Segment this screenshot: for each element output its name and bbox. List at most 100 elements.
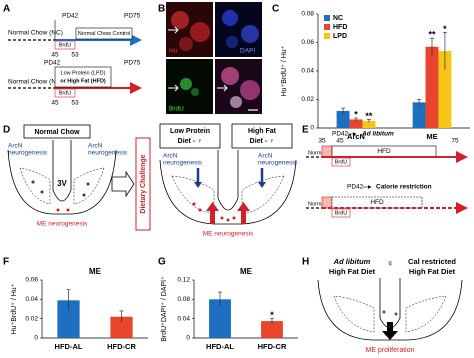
significance: * — [354, 109, 358, 119]
y-tick-label: 0.08 — [177, 296, 190, 303]
y-tick-label: 0 — [34, 335, 38, 342]
pd-label: PD75 — [124, 60, 141, 67]
cell — [241, 25, 259, 43]
cell-dot — [31, 180, 35, 184]
cell-dot — [86, 182, 90, 186]
cell-dot — [220, 216, 224, 220]
brdu-label: BrdU — [59, 42, 72, 48]
chart-title: ME — [240, 267, 253, 276]
diet-box-label: Normal Chow Control — [78, 31, 131, 37]
period-box — [321, 145, 333, 158]
cell — [171, 11, 189, 29]
cell-dot — [192, 202, 196, 206]
arrow — [168, 26, 179, 34]
y-tick-label: 0.02 — [301, 96, 314, 103]
bar — [349, 119, 363, 128]
day-label: 45 — [51, 52, 59, 59]
arcn-region — [241, 175, 285, 215]
day-label: 35 — [318, 138, 326, 145]
condition-label: Diet - ♀ — [178, 138, 203, 145]
regimen-label: Calorie restriction — [376, 184, 432, 191]
decrease-arrow — [258, 182, 266, 188]
x-tick-label: HFD-AL — [206, 342, 234, 351]
panel-label: B — [158, 4, 165, 15]
condition-label: Ad libitum — [333, 257, 371, 266]
period-box — [321, 196, 333, 209]
cell-dot — [40, 190, 44, 194]
brdu-box — [54, 40, 76, 50]
cell-dot — [56, 208, 60, 212]
pd-label: PD42 — [347, 184, 364, 191]
cell — [240, 80, 260, 100]
pd-label: PD42 — [44, 60, 61, 67]
cell-dot — [226, 218, 230, 222]
arrow — [217, 84, 228, 92]
arcn-region — [19, 167, 51, 205]
y-tick-label: 0 — [186, 335, 190, 342]
arcn-region — [73, 167, 105, 205]
brdu-box — [331, 208, 351, 218]
panel-label: E — [302, 125, 309, 136]
diet-box — [75, 27, 133, 40]
legend-swatch — [324, 24, 330, 30]
panel-label: D — [3, 125, 10, 136]
region-label: neurogenesis — [258, 160, 298, 167]
sex-symbol: ♀ — [386, 259, 394, 270]
condition-label: High Fat — [248, 128, 277, 135]
region-label: ME neurogenesis — [37, 221, 88, 228]
bar — [438, 51, 452, 128]
pd-label: PD42 — [332, 131, 349, 138]
region-label: ArcN — [88, 143, 103, 150]
region-label: ArcN — [258, 153, 273, 160]
region-label: neurogenesis — [8, 150, 48, 157]
arcn-region — [333, 295, 375, 333]
challenge-label: Dietary Challenge — [140, 154, 147, 213]
stain-label: BrdU — [169, 106, 184, 113]
brdu-box — [331, 157, 351, 167]
pd-label: PD75 — [124, 13, 141, 20]
brdu-box — [54, 88, 76, 98]
x-tick-label: HFD-AL — [55, 342, 83, 351]
panel-label: F — [3, 257, 9, 268]
diet-box — [54, 66, 112, 88]
condition-box — [231, 123, 293, 149]
arrow — [168, 84, 179, 92]
cell — [230, 96, 242, 108]
legend-label: NC — [333, 15, 343, 22]
diet-box-label: or High Fat (HFD) — [60, 78, 106, 84]
decrease-arrow — [382, 331, 398, 340]
day-label: 53 — [71, 100, 79, 107]
condition-label: Normal Chow — [34, 129, 80, 136]
bar — [57, 300, 80, 338]
legend-swatch — [324, 15, 330, 21]
bar — [412, 102, 426, 128]
region-label: neurogenesis — [163, 160, 203, 167]
diet-label: Normal Chow (NC) — [8, 79, 63, 86]
region-label: neurogenesis — [88, 150, 128, 157]
cell-dot — [198, 208, 202, 212]
brdu-label: BrdU — [59, 90, 72, 96]
day-label: 75 — [451, 138, 459, 145]
region-label: ArcN — [163, 153, 178, 160]
significance: * — [443, 24, 447, 34]
legend-label: LPD — [333, 33, 347, 40]
significance: ** — [428, 30, 436, 40]
brdu-label: BrdU — [335, 210, 348, 216]
bar — [110, 316, 133, 338]
condition-label: Diet - ♀ — [250, 138, 275, 145]
y-tick-label: 0.12 — [177, 277, 190, 284]
condition-label: Cal restricted — [408, 257, 456, 266]
panel-label: A — [3, 4, 10, 15]
cell-dot — [82, 193, 86, 197]
ventricle — [52, 140, 72, 202]
panel-e: PD42 Ad libitum 35 45 75 Normal Chow (NC… — [306, 131, 468, 218]
arcn-region — [405, 295, 447, 333]
condition-label: High Fat Diet — [329, 267, 376, 276]
panel-label: G — [158, 257, 166, 268]
diet-label: Normal Chow (NC) — [8, 30, 63, 37]
challenge-box — [135, 137, 151, 231]
arcn-region — [171, 175, 215, 215]
stain-label: DAPI — [240, 48, 255, 55]
brdu-label: BrdU — [335, 159, 348, 165]
cell — [226, 36, 238, 48]
